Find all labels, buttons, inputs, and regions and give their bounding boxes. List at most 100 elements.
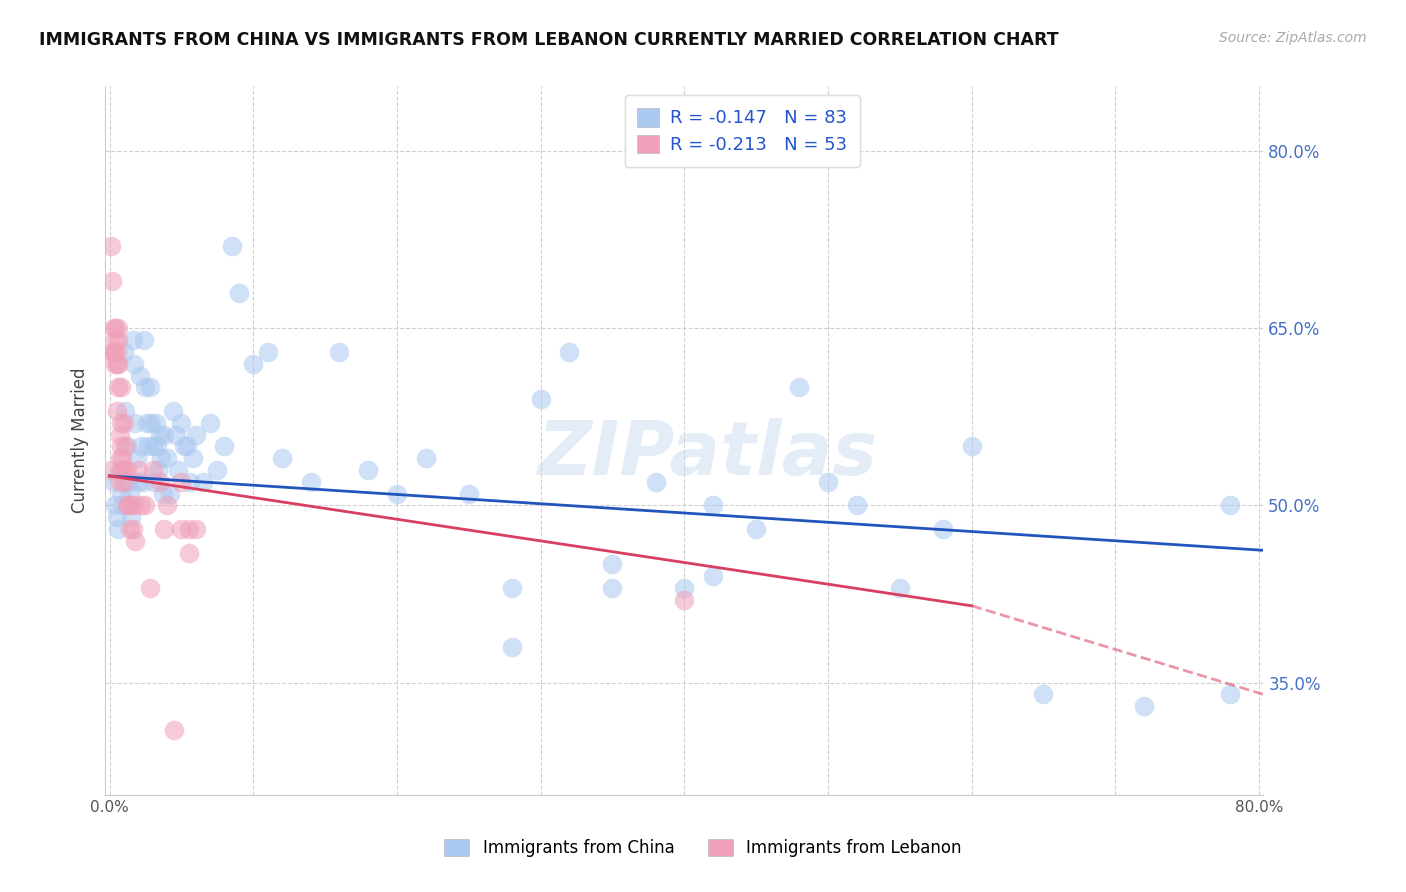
Point — [145, 416, 167, 430]
Point — [110, 380, 132, 394]
Point — [177, 546, 200, 560]
Point — [128, 368, 150, 383]
Point — [673, 593, 696, 607]
Point — [146, 439, 169, 453]
Point — [745, 522, 768, 536]
Point — [107, 380, 129, 394]
Point — [142, 439, 165, 453]
Point — [139, 380, 162, 394]
Legend: R = -0.147   N = 83, R = -0.213   N = 53: R = -0.147 N = 83, R = -0.213 N = 53 — [624, 95, 859, 167]
Point — [198, 416, 221, 430]
Point — [125, 451, 148, 466]
Point — [110, 486, 132, 500]
Point — [673, 581, 696, 595]
Point — [117, 475, 139, 489]
Point — [120, 510, 142, 524]
Point — [124, 416, 146, 430]
Point — [221, 238, 243, 252]
Point — [114, 439, 136, 453]
Point — [501, 581, 523, 595]
Point — [242, 357, 264, 371]
Text: Source: ZipAtlas.com: Source: ZipAtlas.com — [1219, 31, 1367, 45]
Y-axis label: Currently Married: Currently Married — [72, 368, 89, 513]
Point — [156, 451, 179, 466]
Point — [457, 486, 479, 500]
Point — [271, 451, 294, 466]
Point — [122, 357, 145, 371]
Point — [702, 499, 724, 513]
Point — [149, 475, 172, 489]
Point — [415, 451, 437, 466]
Point — [131, 475, 153, 489]
Point — [115, 439, 138, 453]
Point — [101, 345, 124, 359]
Point — [184, 522, 207, 536]
Point — [153, 427, 176, 442]
Point — [191, 475, 214, 489]
Point — [115, 463, 138, 477]
Point — [105, 404, 128, 418]
Point — [110, 416, 132, 430]
Point — [159, 486, 181, 500]
Point — [127, 463, 149, 477]
Point — [299, 475, 322, 489]
Point — [121, 522, 143, 536]
Point — [889, 581, 911, 595]
Point — [111, 499, 134, 513]
Point — [156, 499, 179, 513]
Point — [103, 345, 125, 359]
Point — [328, 345, 350, 359]
Point — [118, 486, 141, 500]
Point — [644, 475, 666, 489]
Point — [501, 640, 523, 654]
Point — [170, 416, 193, 430]
Point — [787, 380, 810, 394]
Point — [139, 581, 162, 595]
Point — [103, 321, 125, 335]
Point — [228, 285, 250, 300]
Point — [120, 499, 142, 513]
Point — [170, 475, 193, 489]
Point — [148, 463, 170, 477]
Point — [105, 510, 128, 524]
Point — [214, 439, 236, 453]
Point — [101, 274, 124, 288]
Point — [112, 345, 135, 359]
Point — [207, 463, 229, 477]
Point — [100, 238, 122, 252]
Point — [111, 451, 134, 466]
Point — [104, 499, 127, 513]
Point — [104, 357, 127, 371]
Point — [104, 333, 127, 347]
Point — [107, 333, 129, 347]
Point — [118, 522, 141, 536]
Point — [108, 463, 131, 477]
Text: IMMIGRANTS FROM CHINA VS IMMIGRANTS FROM LEBANON CURRENTLY MARRIED CORRELATION C: IMMIGRANTS FROM CHINA VS IMMIGRANTS FROM… — [39, 31, 1059, 49]
Point — [107, 522, 129, 536]
Point — [132, 333, 155, 347]
Point — [115, 499, 138, 513]
Point — [111, 463, 134, 477]
Point — [932, 522, 955, 536]
Point — [141, 416, 163, 430]
Point — [817, 475, 839, 489]
Point — [165, 427, 187, 442]
Point — [167, 463, 190, 477]
Point — [529, 392, 551, 407]
Point — [142, 463, 165, 477]
Point — [112, 475, 135, 489]
Point — [110, 439, 132, 453]
Point — [702, 569, 724, 583]
Point — [105, 357, 128, 371]
Point — [176, 439, 198, 453]
Point — [170, 522, 193, 536]
Point — [112, 416, 135, 430]
Point — [134, 499, 156, 513]
Point — [177, 522, 200, 536]
Point — [127, 475, 149, 489]
Point — [135, 416, 157, 430]
Point — [105, 345, 128, 359]
Point — [107, 357, 129, 371]
Point — [104, 321, 127, 335]
Point — [150, 451, 173, 466]
